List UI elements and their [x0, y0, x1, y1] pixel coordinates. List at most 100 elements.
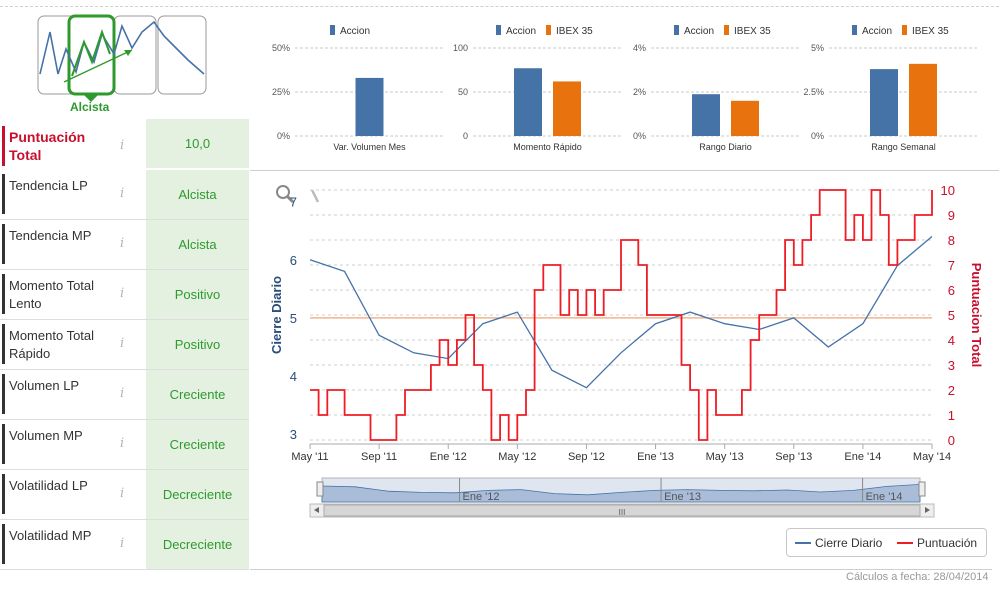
indicator-label: Momento Total Rápido [9, 328, 95, 361]
indicator-info-icon[interactable]: i [120, 286, 125, 301]
zoom-icon-handle [285, 194, 295, 204]
y-right-tick-label: 10 [941, 183, 955, 198]
mini-chart-momento: Accion IBEX 35 100 50 0 Momento Rápido [453, 25, 622, 152]
x-category-label: Rango Diario [699, 142, 752, 152]
legend-label: IBEX 35 [734, 26, 771, 37]
chart-legend: Cierre Diario Puntuación [786, 528, 987, 557]
legend-label-cierre[interactable]: Cierre Diario [815, 536, 883, 550]
row-separator [0, 469, 249, 470]
indicator-label: Tendencia MP [9, 228, 92, 243]
y-left-tick-label: 3 [290, 427, 297, 442]
indicator-value: Positivo [146, 270, 249, 319]
score-title-cell: Puntuación Total [0, 124, 146, 168]
wrench-icon-shape [310, 189, 320, 203]
y-tick-label: 0% [277, 131, 290, 141]
y-tick-label: 4% [633, 43, 646, 53]
indicator-info-icon[interactable]: i [120, 236, 125, 251]
legend-swatch [546, 25, 551, 35]
x-category-label: Var. Volumen Mes [333, 142, 406, 152]
y-tick-label: 0 [463, 131, 468, 141]
y-tick-label: 5% [811, 43, 824, 53]
indicator-info-icon[interactable]: i [120, 536, 125, 551]
legend-label: Accion [506, 26, 536, 37]
x-tick-label: May '14 [913, 451, 951, 463]
scrollbar[interactable]: III [309, 503, 935, 518]
bar-accion [514, 68, 542, 136]
y-right-tick-label: 5 [948, 308, 955, 323]
y-tick-label: 50 [458, 87, 468, 97]
indicator-value: Decreciente [146, 470, 249, 519]
score-info-icon[interactable]: i [120, 138, 125, 153]
indicator-row: Tendencia LP [0, 170, 249, 218]
series-cierre-diario [309, 236, 933, 389]
indicator-value: Creciente [146, 420, 249, 469]
indicator-row: Volatilidad MP [0, 520, 249, 568]
y-right-tick-label: 8 [948, 233, 955, 248]
y-left-tick-label: 5 [290, 311, 297, 326]
indicator-label: Momento Total Lento [9, 278, 95, 311]
row-separator [0, 369, 249, 370]
x-tick-label: Ene '14 [844, 451, 881, 463]
trend-green-line [71, 28, 111, 77]
x-tick-label: May '13 [706, 451, 744, 463]
zoom-icon[interactable] [276, 185, 295, 204]
indicator-label: Tendencia LP [9, 178, 88, 193]
indicator-value: Decreciente [146, 520, 249, 569]
legend-label: Accion [340, 26, 370, 37]
y-left-tick-label: 4 [290, 369, 297, 384]
x-tick-label: Sep '11 [361, 451, 397, 463]
bar-accion [692, 94, 720, 136]
indicator-row: Volatilidad LP [0, 470, 249, 518]
y-tick-label: 2% [633, 87, 646, 97]
indicator-row: Momento Total Lento [0, 270, 249, 318]
trend-arrow-line [63, 49, 133, 83]
row-separator [0, 269, 249, 270]
indicator-marker [2, 524, 5, 564]
scrollbar-grip: III [619, 508, 626, 517]
zoom-icon-lens [276, 185, 290, 199]
y-tick-label: 25% [272, 87, 290, 97]
row-separator [0, 219, 249, 220]
indicator-marker [2, 274, 5, 314]
indicator-label: Volumen LP [9, 378, 80, 393]
indicator-info-icon[interactable]: i [120, 186, 125, 201]
y-right-tick-label: 4 [948, 333, 955, 348]
mini-chart-rango-diario: Accion IBEX 35 4% 2% 0% Rango Diario [633, 25, 800, 152]
x-tick-label: Sep '13 [775, 451, 812, 463]
indicator-value: Creciente [146, 370, 249, 419]
y-tick-label: 0% [811, 131, 824, 141]
navigator-tick-label: Ene '14 [866, 491, 903, 503]
scroll-left-icon [314, 507, 319, 513]
indicator-marker [2, 474, 5, 514]
legend-swatch [330, 25, 335, 35]
y-right-tick-label: 6 [948, 283, 955, 298]
legend-swatch [724, 25, 729, 35]
indicator-marker [2, 174, 5, 214]
y-right-tick-label: 2 [948, 383, 955, 398]
y-left-axis-title: Cierre Diario [269, 276, 284, 354]
navigator-tick-label: Ene '13 [664, 491, 701, 503]
wrench-icon[interactable] [310, 189, 320, 203]
y-right-tick-label: 1 [948, 408, 955, 423]
indicator-marker [2, 374, 5, 414]
scrollbar-thumb [323, 504, 921, 517]
legend-swatch [496, 25, 501, 35]
legend-swatch [852, 25, 857, 35]
calc-date: Cálculos a fecha: 28/04/2014 [846, 571, 989, 583]
indicator-info-icon[interactable]: i [120, 386, 125, 401]
navigator[interactable]: Ene '12 Ene '13 Ene '14 [316, 477, 926, 503]
y-right-tick-label: 3 [948, 358, 955, 373]
legend-label-puntuacion[interactable]: Puntuación [917, 536, 977, 550]
indicator-info-icon[interactable]: i [120, 436, 125, 451]
top-divider [0, 6, 999, 7]
indicator-info-icon[interactable]: i [120, 486, 125, 501]
indicator-label: Volatilidad LP [9, 478, 88, 493]
indicator-row: Momento Total Rápido [0, 320, 249, 368]
x-tick-label: Sep '12 [568, 451, 605, 463]
indicator-marker [2, 424, 5, 464]
y-tick-label: 2.5% [803, 87, 824, 97]
bar-ibex-35 [909, 63, 937, 137]
trend-label: Alcista [70, 100, 110, 114]
row-separator [0, 419, 249, 420]
indicator-info-icon[interactable]: i [120, 336, 125, 351]
